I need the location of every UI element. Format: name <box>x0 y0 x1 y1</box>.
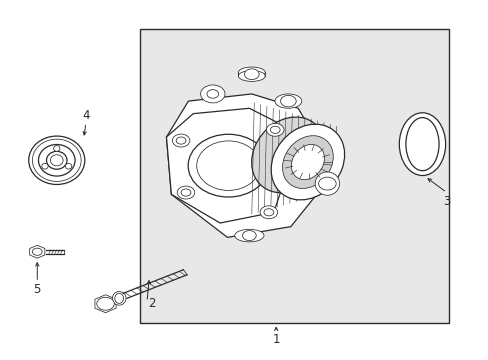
Ellipse shape <box>41 163 48 169</box>
Circle shape <box>97 297 114 310</box>
Polygon shape <box>166 108 288 223</box>
Ellipse shape <box>54 145 60 151</box>
Circle shape <box>244 69 259 80</box>
Circle shape <box>260 206 277 219</box>
Circle shape <box>318 177 335 190</box>
Ellipse shape <box>115 293 123 303</box>
Ellipse shape <box>405 118 438 171</box>
Circle shape <box>172 134 189 147</box>
Ellipse shape <box>270 124 344 200</box>
Ellipse shape <box>29 136 84 184</box>
Circle shape <box>206 90 218 98</box>
Ellipse shape <box>282 136 333 189</box>
Ellipse shape <box>234 229 264 242</box>
Polygon shape <box>95 295 116 313</box>
Polygon shape <box>166 94 322 237</box>
Ellipse shape <box>50 155 63 166</box>
Ellipse shape <box>39 144 75 176</box>
Ellipse shape <box>32 139 81 181</box>
Circle shape <box>177 186 194 199</box>
Circle shape <box>181 189 190 196</box>
Polygon shape <box>30 245 45 258</box>
Ellipse shape <box>188 134 268 197</box>
Ellipse shape <box>251 117 325 193</box>
Ellipse shape <box>112 292 126 305</box>
Text: 3: 3 <box>442 195 449 208</box>
Ellipse shape <box>238 67 264 78</box>
Text: 2: 2 <box>148 297 155 310</box>
Text: 5: 5 <box>34 283 41 296</box>
Ellipse shape <box>196 141 260 190</box>
Circle shape <box>264 209 273 216</box>
Ellipse shape <box>274 94 301 108</box>
Ellipse shape <box>315 172 339 195</box>
Circle shape <box>270 126 280 134</box>
Circle shape <box>266 123 284 136</box>
Circle shape <box>280 95 296 107</box>
Circle shape <box>242 230 256 240</box>
Circle shape <box>200 85 224 103</box>
Ellipse shape <box>238 71 264 81</box>
Text: 4: 4 <box>82 109 90 122</box>
Circle shape <box>32 248 42 255</box>
Ellipse shape <box>291 144 324 180</box>
Circle shape <box>176 137 185 144</box>
FancyBboxPatch shape <box>140 30 448 323</box>
Ellipse shape <box>46 151 67 169</box>
Ellipse shape <box>399 113 445 176</box>
Text: 1: 1 <box>272 333 279 346</box>
Ellipse shape <box>65 163 72 169</box>
